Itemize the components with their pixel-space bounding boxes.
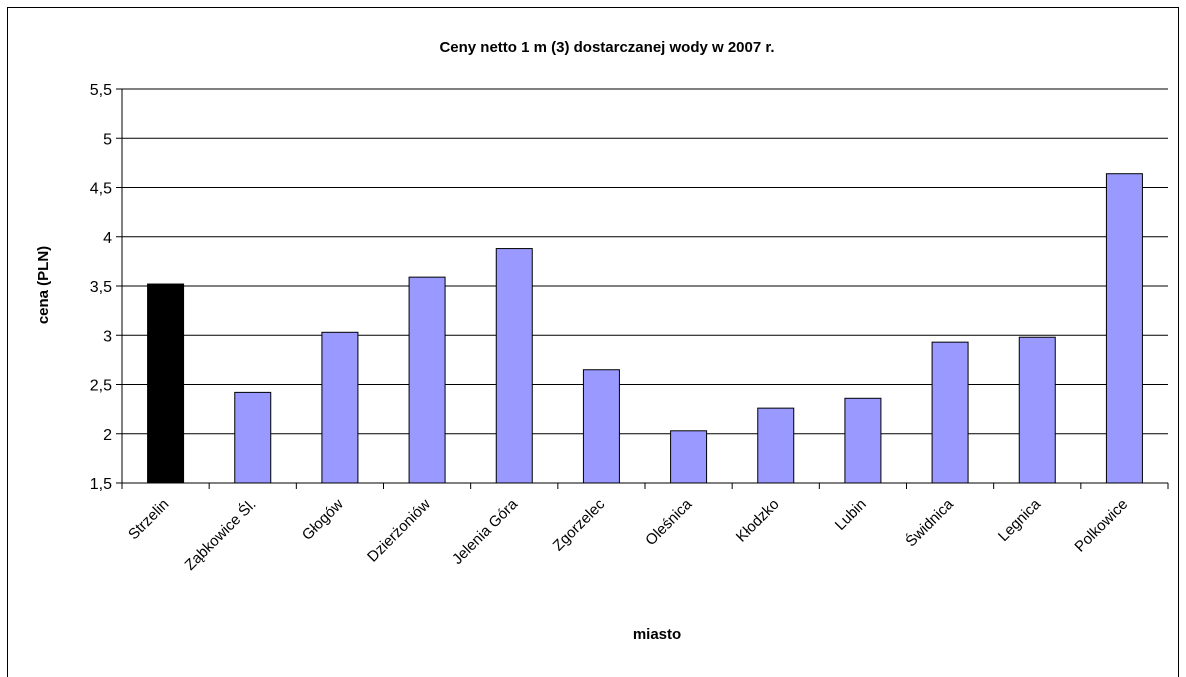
bar-3 [408,276,446,484]
y-tick-label: 3 [103,328,112,345]
x-tick-label: Jelenia Góra [449,495,522,568]
x-tick-label: Oleśnica [642,495,696,549]
y-tick-labels: 1,5 2 2,5 3 3,5 4 4,5 5 5,5 [90,82,112,493]
x-tick-label: Świdnica [902,495,958,551]
bar-10 [1018,336,1056,484]
bar-2 [321,331,359,484]
x-axis-title: miasto [633,626,681,643]
y-tick-label: 4,5 [90,181,112,198]
y-tick-label: 1,5 [90,476,112,493]
bar-11 [1105,173,1143,484]
bar-4 [495,248,533,484]
x-tick-labels: Strzelin Ząbkowice Śl. Głogów Dzierżoniów Je… [125,495,1131,574]
x-tick-label: Kłodzko [733,496,783,546]
bar-5 [582,369,620,484]
bar-1 [234,391,272,484]
gridlines [122,88,1168,435]
y-tick-label: 3,5 [90,279,112,296]
y-tick-label: 4 [103,230,112,247]
x-tick-label: Ząbkowice Śl. [181,495,260,574]
x-tick-label: Polkowice [1071,496,1131,556]
x-tick-label: Legnica [995,495,1045,545]
y-tick-label: 5,5 [90,82,112,99]
bar-9 [931,341,969,484]
bar-7 [757,407,795,484]
x-tick-label: Głogów [299,496,347,544]
bar-6 [670,430,708,484]
y-tick-label: 2,5 [90,378,112,395]
chart-title: Ceny netto 1 m (3) dostarczanej wody w 2… [439,39,774,56]
x-tick-label: Strzelin [125,496,172,543]
y-axis-title: cena (PLN) [35,246,52,324]
x-tick-label: Zgorzelec [550,495,609,554]
bar-8 [844,397,882,484]
chart-frame [7,7,1179,677]
bar-0 [147,283,185,484]
y-tick-label: 5 [103,131,112,148]
bars [147,173,1143,484]
y-tick-label: 2 [103,427,112,444]
axes [116,88,1169,489]
x-tick-label: Lubin [832,496,870,534]
x-tick-label: Dzierżoniów [364,496,434,566]
